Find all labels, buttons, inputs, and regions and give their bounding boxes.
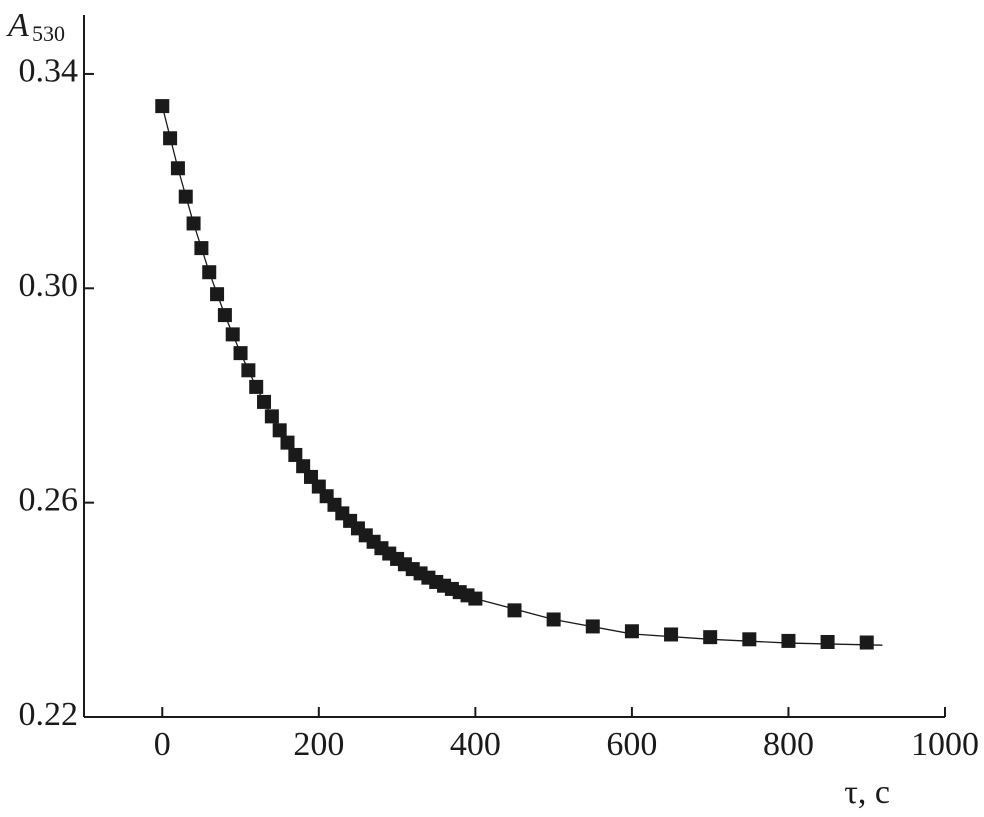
data-point — [178, 189, 193, 204]
data-point — [546, 612, 561, 627]
data-point — [210, 287, 225, 302]
data-point — [468, 591, 483, 606]
data-point — [272, 423, 287, 438]
data-point — [288, 447, 303, 462]
data-point — [257, 394, 272, 409]
y-axis-label-sub: 530 — [32, 21, 65, 46]
data-point — [703, 630, 718, 645]
data-point — [186, 216, 201, 231]
y-tick-label: 0.34 — [19, 53, 79, 90]
data-point — [225, 327, 240, 342]
data-point — [249, 379, 264, 394]
data-point — [781, 633, 796, 648]
x-tick-label: 200 — [293, 726, 344, 763]
data-point — [859, 635, 874, 650]
data-point — [217, 308, 232, 323]
data-point — [507, 603, 522, 618]
x-tick-label: 800 — [763, 726, 814, 763]
data-point — [280, 435, 295, 450]
data-point — [163, 131, 178, 146]
data-point — [264, 409, 279, 424]
data-point — [155, 99, 170, 114]
x-axis-label: τ, c — [844, 774, 890, 811]
data-point — [202, 265, 217, 280]
data-point — [820, 634, 835, 649]
data-point — [194, 241, 209, 256]
x-tick-label: 1000 — [911, 726, 979, 763]
data-point — [296, 459, 311, 474]
data-point — [241, 363, 256, 378]
y-tick-label: 0.26 — [19, 481, 79, 518]
y-tick-label: 0.22 — [19, 696, 79, 733]
data-point — [233, 346, 248, 361]
fit-line — [161, 105, 883, 646]
y-tick-label: 0.30 — [19, 267, 79, 304]
data-point — [585, 619, 600, 634]
x-tick-label: 600 — [606, 726, 657, 763]
data-point — [170, 161, 185, 176]
data-point — [624, 624, 639, 639]
data-point — [664, 627, 679, 642]
y-axis-label: A — [6, 7, 29, 44]
x-tick-label: 400 — [450, 726, 501, 763]
data-point — [742, 632, 757, 647]
x-tick-label: 0 — [154, 726, 171, 763]
